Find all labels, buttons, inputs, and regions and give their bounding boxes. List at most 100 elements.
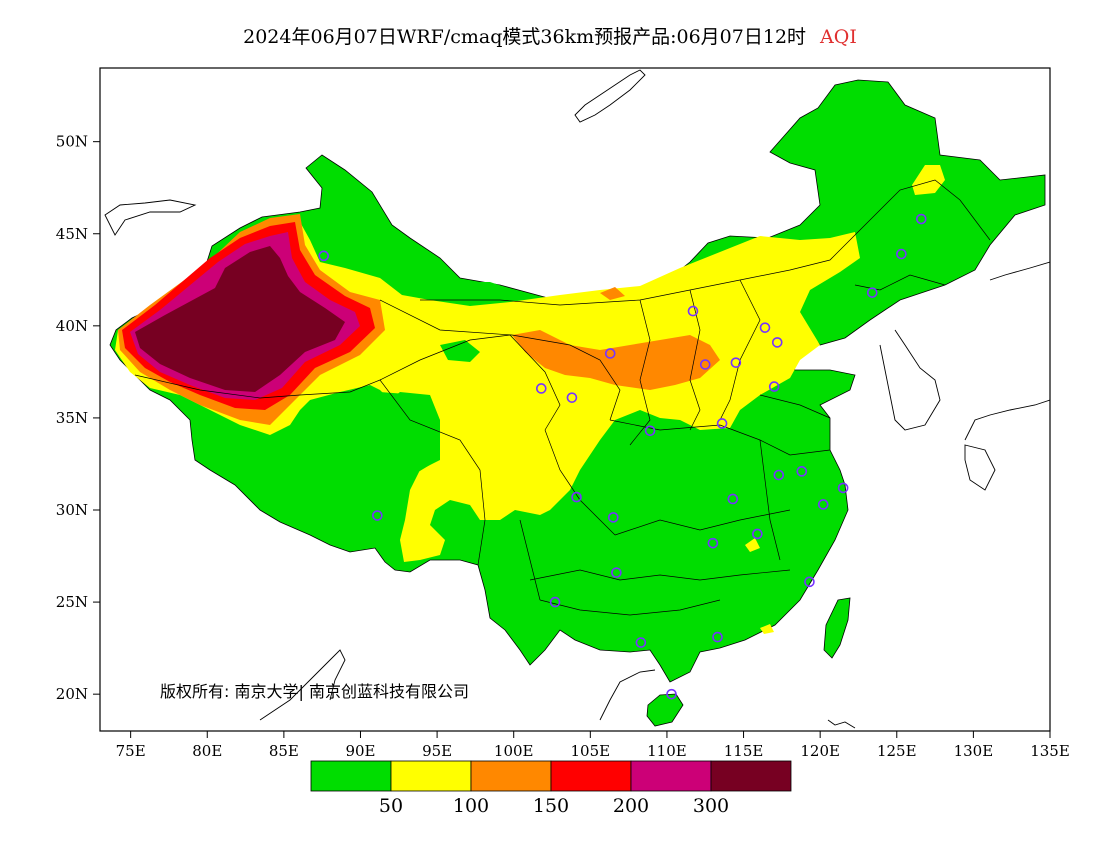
station-marker: [535, 383, 547, 394]
colorbar-label: 300: [693, 795, 729, 817]
green-patch-inner-mongolia: [452, 282, 520, 300]
india-coast: [259, 649, 346, 721]
hainan-island: [646, 693, 684, 727]
station-marker: [759, 322, 771, 333]
aqi-colorbar: 50 100 150 200 300: [310, 760, 792, 817]
station-marker: [896, 248, 907, 260]
lat-tick-label: 20N: [56, 685, 88, 703]
lon-axis: 75E 80E 85E 90E 95E 100E 105E 110E 115E 120E 125E 1…: [116, 731, 1070, 760]
lon-tick-label: 130E: [954, 742, 994, 760]
station-marker: [571, 491, 582, 503]
colorbar-segment: [310, 760, 392, 792]
station-marker: [817, 499, 829, 510]
station-marker: [566, 392, 578, 403]
lat-tick-label: 45N: [56, 225, 88, 243]
kyushu-coast: [964, 444, 996, 491]
station-marker: [372, 510, 383, 521]
colorbar-segment: [710, 760, 792, 792]
lake-baikal: [574, 69, 646, 123]
boundary-guangxi: [539, 599, 721, 616]
map-frame: [99, 67, 1051, 732]
station-marker: [915, 213, 927, 225]
lat-axis: 50N 45N 40N 35N 30N 25N 20N: [56, 133, 100, 703]
lon-tick-label: 75E: [116, 742, 146, 760]
station-marker: [730, 357, 742, 368]
boundary-south: [529, 569, 791, 581]
lon-tick-label: 135E: [1030, 742, 1070, 760]
aqi-band-yellow-gd: [760, 624, 774, 634]
station-markers: [318, 213, 927, 700]
lon-tick-label: 100E: [494, 742, 534, 760]
colorbar-label: 100: [453, 795, 489, 817]
lon-tick-label: 120E: [800, 742, 840, 760]
title-variable: AQI: [820, 26, 857, 48]
colorbar-segment: [630, 760, 712, 792]
boundary-gansu: [379, 299, 621, 421]
station-marker: [727, 493, 739, 505]
aqi-band-orange-loess: [512, 330, 720, 390]
map-title: 2024年06月07日WRF/cmaq模式36km预报产品:06月07日12时 A…: [0, 22, 1100, 49]
boundary-xizang-sichuan: [379, 379, 486, 566]
boundary-shanxi: [689, 289, 701, 431]
boundary-shaanxi: [629, 299, 651, 446]
station-marker: [608, 512, 619, 523]
lat-tick-label: 40N: [56, 317, 88, 335]
boundary-jiangsu-anhui: [759, 439, 781, 561]
station-marker: [318, 250, 330, 262]
aqi-band-yellow-fuzhou: [745, 538, 760, 552]
lat-tick-label: 35N: [56, 409, 88, 427]
lon-tick-label: 105E: [571, 742, 611, 760]
boundary-hubei-hunan: [614, 509, 791, 536]
boundary-yunnan: [519, 519, 541, 601]
station-marker: [716, 418, 728, 429]
station-marker: [635, 637, 647, 648]
lat-tick-label: 30N: [56, 501, 88, 519]
station-marker: [611, 567, 622, 578]
station-marker: [804, 576, 815, 588]
lon-tick-label: 115E: [724, 742, 764, 760]
lat-tick-label: 25N: [56, 593, 88, 611]
russia-sakhalin: [989, 261, 1050, 281]
colorbar-segment: [470, 760, 552, 792]
colorbar-label: 200: [613, 795, 649, 817]
boundary-shandong: [759, 394, 831, 419]
aqi-band-yellow-ne: [912, 165, 945, 195]
station-marker: [707, 537, 719, 549]
copyright-text: 版权所有: 南京大学| 南京创蓝科技有限公司: [160, 682, 469, 701]
boundary-central: [609, 419, 831, 456]
lon-tick-label: 85E: [269, 742, 299, 760]
station-marker: [866, 287, 878, 298]
neighbour-coastlines: [104, 69, 1050, 729]
station-marker: [549, 596, 561, 608]
station-marker: [768, 381, 780, 392]
lat-tick-label: 50N: [56, 133, 88, 151]
lon-tick-label: 90E: [345, 742, 375, 760]
title-main: 2024年06月07日WRF/cmaq模式36km预报产品:06月07日12时: [243, 26, 807, 48]
japan-coast: [964, 399, 1050, 441]
boundary-xinjiang-xizang: [134, 374, 381, 399]
taiwan-island: [823, 597, 851, 659]
aqi-band-maroon: [135, 246, 345, 392]
colorbar-label: 150: [533, 795, 569, 817]
station-marker: [699, 359, 711, 370]
station-marker: [644, 425, 656, 437]
lon-tick-label: 125E: [877, 742, 917, 760]
caspian-sea: [104, 199, 197, 236]
map-layers: [104, 69, 1050, 729]
luzon-coast: [827, 719, 856, 729]
colorbar-label: 50: [379, 795, 403, 817]
lon-tick-label: 110E: [647, 742, 687, 760]
aqi-band-orange-small: [600, 287, 625, 300]
colorbar-segment: [550, 760, 632, 792]
station-marker: [771, 337, 783, 348]
lon-tick-label: 95E: [422, 742, 452, 760]
station-marker: [666, 688, 677, 700]
station-marker: [752, 528, 763, 540]
boundary-jilin-liaoning: [854, 274, 946, 291]
station-marker: [773, 469, 785, 481]
korea-coast: [879, 329, 941, 431]
station-marker: [687, 305, 699, 317]
station-marker: [796, 466, 808, 477]
station-marker: [712, 631, 723, 643]
